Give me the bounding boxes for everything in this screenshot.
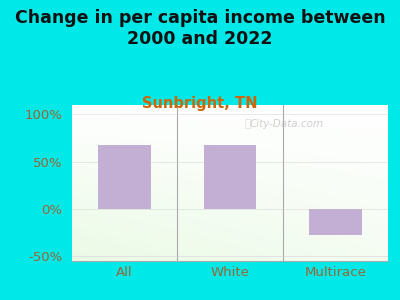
Text: 🔍: 🔍 (244, 119, 251, 129)
Bar (98, 145, 151, 209)
Text: Sunbright, TN: Sunbright, TN (142, 96, 258, 111)
Bar (309, 209, 362, 235)
Bar (204, 145, 256, 209)
Text: City-Data.com: City-Data.com (250, 119, 324, 129)
Text: Change in per capita income between
2000 and 2022: Change in per capita income between 2000… (15, 9, 385, 48)
